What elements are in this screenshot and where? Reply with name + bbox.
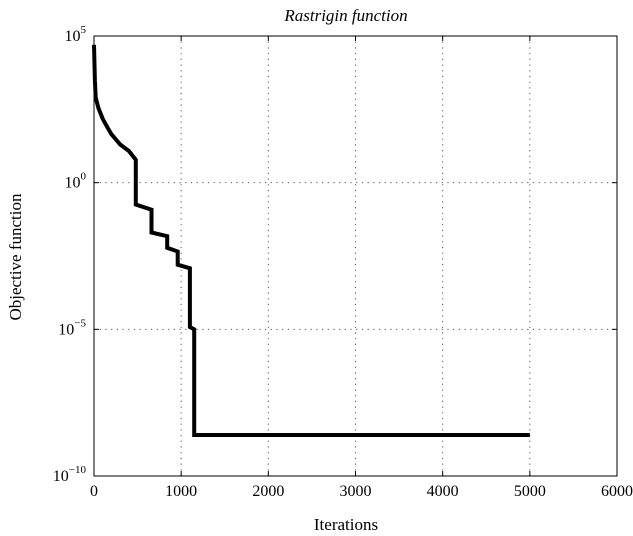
- x-tick-label: 4000: [427, 483, 459, 500]
- grid-lines: [94, 36, 617, 476]
- x-tick-label: 0: [90, 483, 98, 500]
- series-line: [92, 44, 530, 437]
- y-tick-label: 105: [65, 24, 87, 45]
- x-tick-label: 3000: [340, 483, 372, 500]
- x-tick-label: 1000: [165, 483, 197, 500]
- y-axis-label: Objective function: [6, 193, 25, 320]
- series-line-thick: [92, 44, 530, 437]
- plot-frame: [93, 35, 618, 477]
- y-tick-label: 10−5: [58, 317, 86, 338]
- y-axis: 10−10 10−5 100 105: [53, 24, 617, 485]
- x-axis-label: Iterations: [314, 515, 378, 534]
- y-tick-label: 100: [65, 171, 87, 192]
- x-tick-label: 6000: [601, 483, 633, 500]
- x-tick-label: 2000: [252, 483, 284, 500]
- x-axis: 0 1000 2000 3000 4000 5000 6000: [90, 36, 633, 500]
- chart-title: Rastrigin function: [283, 6, 407, 25]
- y-tick-label: 10−10: [53, 464, 87, 485]
- x-tick-label: 5000: [514, 483, 546, 500]
